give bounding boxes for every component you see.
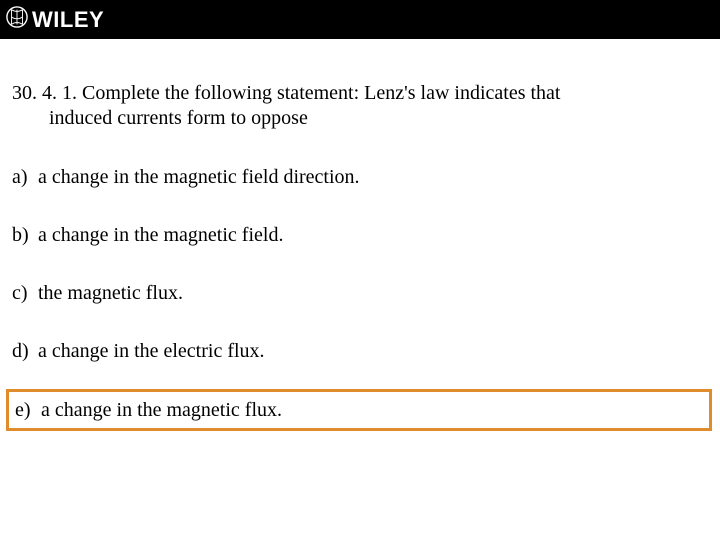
question-line2: induced currents form to oppose — [12, 106, 700, 131]
slide-content: 30. 4. 1. Complete the following stateme… — [0, 39, 720, 431]
option-e-text: a change in the magnetic flux. — [41, 398, 282, 422]
option-c-text: the magnetic flux. — [38, 281, 183, 305]
highlighted-answer-box: e) a change in the magnetic flux. — [6, 389, 712, 431]
option-a: a) a change in the magnetic field direct… — [12, 165, 720, 189]
option-d-label: d) — [12, 339, 38, 363]
option-c: c) the magnetic flux. — [12, 281, 720, 305]
option-c-label: c) — [12, 281, 38, 305]
option-a-label: a) — [12, 165, 38, 189]
option-b: b) a change in the magnetic field. — [12, 223, 720, 247]
option-d-text: a change in the electric flux. — [38, 339, 265, 363]
option-e: e) a change in the magnetic flux. — [15, 398, 709, 422]
question-line1: 30. 4. 1. Complete the following stateme… — [12, 81, 700, 106]
wiley-icon — [6, 6, 28, 33]
header-bar: WILEY — [0, 0, 720, 39]
option-b-text: a change in the magnetic field. — [38, 223, 283, 247]
option-b-label: b) — [12, 223, 38, 247]
brand-text: WILEY — [32, 7, 104, 33]
brand-logo: WILEY — [6, 6, 104, 33]
option-a-text: a change in the magnetic field direction… — [38, 165, 360, 189]
question-stem: 30. 4. 1. Complete the following stateme… — [12, 81, 720, 131]
option-e-label: e) — [15, 398, 41, 422]
option-d: d) a change in the electric flux. — [12, 339, 720, 363]
